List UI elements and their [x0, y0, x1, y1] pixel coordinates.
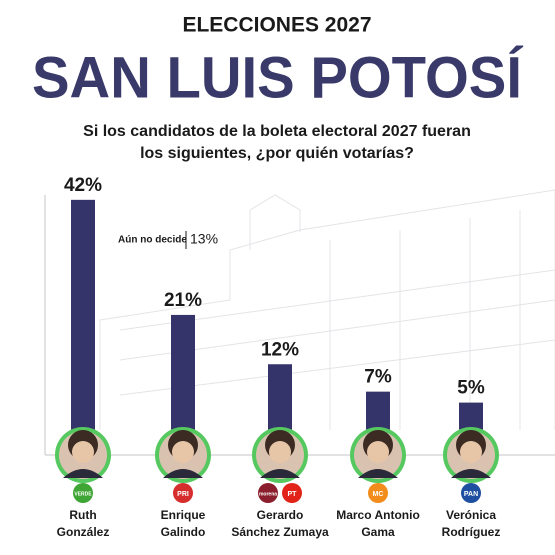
- candidate-name: Galindo: [161, 525, 206, 539]
- photo-shoulders: [260, 469, 300, 478]
- party-badge: [73, 483, 93, 503]
- building-sketch: [99, 189, 555, 430]
- value-label: 7%: [364, 367, 392, 388]
- annotation-label: Aún no decide: [118, 235, 187, 246]
- party-badge: [368, 483, 388, 503]
- candidate-name: Ruth: [69, 508, 96, 522]
- party-name: PRI: [177, 491, 189, 498]
- party-badge: [173, 483, 193, 503]
- party-name: morena: [259, 491, 277, 497]
- question-line: los siguientes, ¿por quién votarías?: [140, 145, 414, 162]
- chart-subtitle: SAN LUIS POTOSÍ: [32, 45, 524, 110]
- party-badge: [258, 483, 278, 503]
- value-label: 21%: [164, 290, 202, 311]
- photo-face: [460, 441, 482, 463]
- party-name: PAN: [464, 491, 478, 498]
- bar: [171, 314, 195, 430]
- photo-shoulders: [358, 469, 398, 478]
- value-label: 42%: [64, 175, 102, 196]
- bar: [459, 402, 483, 430]
- candidate-name: Gama: [361, 525, 395, 539]
- bar: [268, 364, 292, 430]
- photo-face: [269, 441, 291, 463]
- photo-face: [72, 441, 94, 463]
- candidate-name: Rodríguez: [442, 525, 501, 539]
- party-badge: [282, 483, 302, 503]
- candidate-name: Verónica: [446, 508, 496, 522]
- photo-face: [367, 441, 389, 463]
- value-label: 12%: [261, 339, 299, 360]
- bar: [71, 199, 95, 430]
- candidate-name: Marco Antonio: [336, 508, 420, 522]
- photo-shoulders: [451, 469, 491, 478]
- value-label: 5%: [457, 378, 485, 399]
- party-name: MC: [373, 491, 384, 498]
- question-line: Si los candidatos de la boleta electoral…: [83, 123, 471, 140]
- party-name: PT: [288, 491, 298, 498]
- party-badge: [461, 483, 481, 503]
- photo-shoulders: [63, 469, 103, 478]
- photo-shoulders: [163, 469, 203, 478]
- photo-face: [172, 441, 194, 463]
- candidate-name: Enrique: [161, 508, 206, 522]
- party-name: VERDE: [74, 491, 92, 497]
- candidate-name: Sánchez Zumaya: [231, 525, 329, 539]
- bar: [366, 391, 390, 430]
- candidate-name: González: [57, 525, 110, 539]
- chart-title: ELECCIONES 2027: [182, 14, 371, 37]
- annotation-value: 13%: [190, 231, 218, 247]
- candidate-name: Gerardo: [257, 508, 304, 522]
